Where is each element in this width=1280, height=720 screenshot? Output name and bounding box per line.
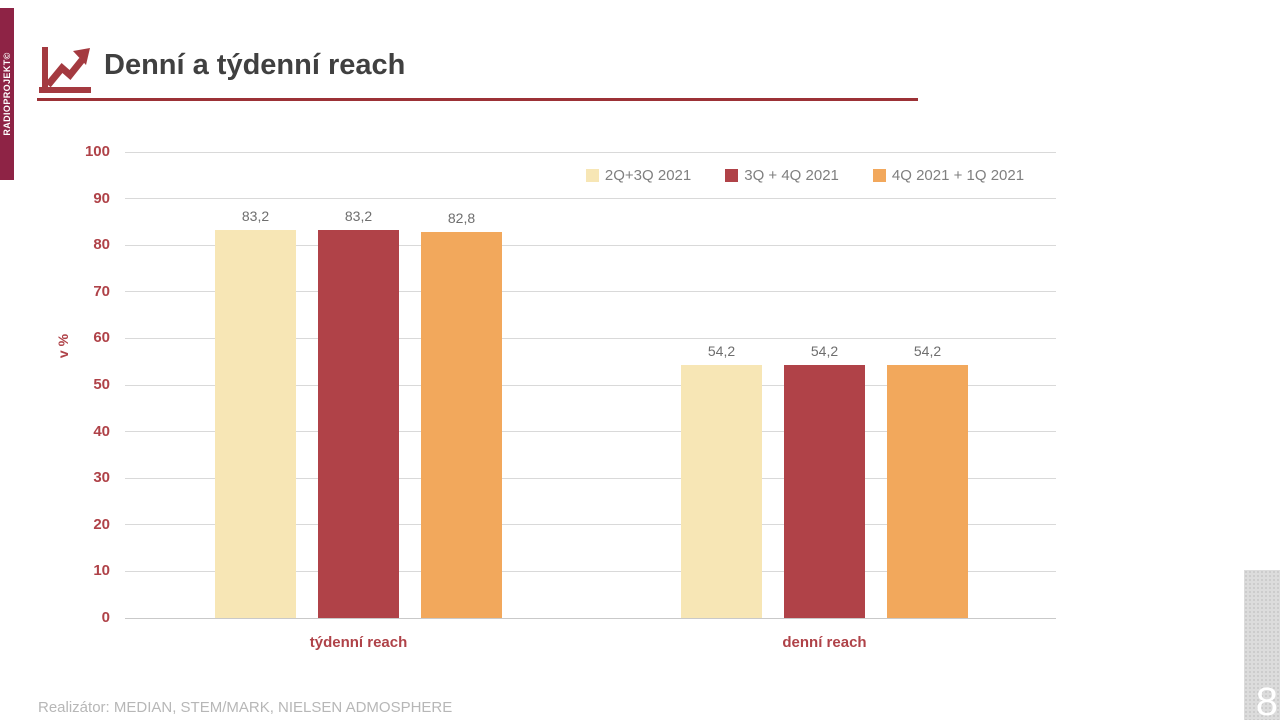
gridline: [125, 337, 1056, 339]
bar: [681, 365, 762, 618]
y-tick-label: 60: [93, 329, 110, 347]
gridline: [125, 384, 1056, 386]
bar-value-label: 54,2: [913, 343, 942, 360]
brand-vertical-text: RADIOPROJEKT©: [2, 52, 12, 136]
gridline: [125, 570, 1056, 572]
page-number-tab: 8: [1244, 570, 1280, 720]
legend-label: 3Q + 4Q 2021: [744, 166, 839, 184]
legend-swatch: [872, 168, 886, 182]
gridline: [125, 524, 1056, 526]
category-label: týdenní reach: [309, 634, 408, 651]
gridline: [125, 151, 1056, 153]
y-tick-label: 50: [93, 376, 110, 393]
gridline: [125, 244, 1056, 246]
y-tick-label: 40: [93, 422, 110, 440]
title-underline: [37, 98, 918, 101]
bar-value-label: 82,8: [447, 210, 476, 227]
gridline: [125, 617, 1056, 619]
category-label: denní reach: [782, 634, 867, 651]
y-tick-label: 20: [93, 515, 110, 533]
legend-label: 4Q 2021 + 1Q 2021: [891, 166, 1025, 184]
legend-label: 2Q+3Q 2021: [604, 166, 692, 184]
bar-value-label: 83,2: [241, 208, 270, 225]
page-number: 8: [1255, 680, 1278, 720]
gridline: [125, 291, 1056, 293]
legend-item: 3Q + 4Q 2021: [725, 167, 839, 184]
y-tick-label: 80: [93, 236, 110, 254]
bar-value-label: 54,2: [707, 343, 736, 360]
legend-swatch: [585, 168, 599, 182]
bar-value-label: 54,2: [810, 343, 839, 360]
y-tick-label: 10: [93, 562, 110, 580]
bar: [421, 232, 502, 618]
legend-item: 4Q 2021 + 1Q 2021: [872, 166, 1025, 184]
bar-value-label: 83,2: [344, 208, 373, 225]
gridline: [125, 431, 1056, 433]
y-tick-label: 70: [93, 282, 110, 300]
bar: [784, 365, 865, 618]
y-tick-label: 100: [84, 143, 110, 160]
gridline: [125, 477, 1056, 479]
trend-chart-icon: [36, 44, 92, 94]
y-tick-label: 0: [101, 609, 110, 626]
page-title: Denní a týdenní reach: [104, 49, 406, 81]
brand-strip: RADIOPROJEKT©: [0, 8, 14, 180]
realizator-note: Realizátor: MEDIAN, STEM/MARK, NIELSEN A…: [38, 699, 453, 716]
legend-item: 2Q+3Q 2021: [585, 166, 692, 184]
y-tick-label: 30: [93, 469, 110, 487]
bar: [318, 230, 399, 618]
y-tick-label: 90: [93, 189, 110, 207]
bar: [887, 365, 968, 618]
legend-swatch: [725, 168, 739, 182]
bar: [215, 230, 296, 618]
gridline: [125, 198, 1056, 200]
chart-legend: 2Q+3Q 2021 3Q + 4Q 2021 4Q 2021 + 1Q 2021: [560, 163, 1050, 187]
